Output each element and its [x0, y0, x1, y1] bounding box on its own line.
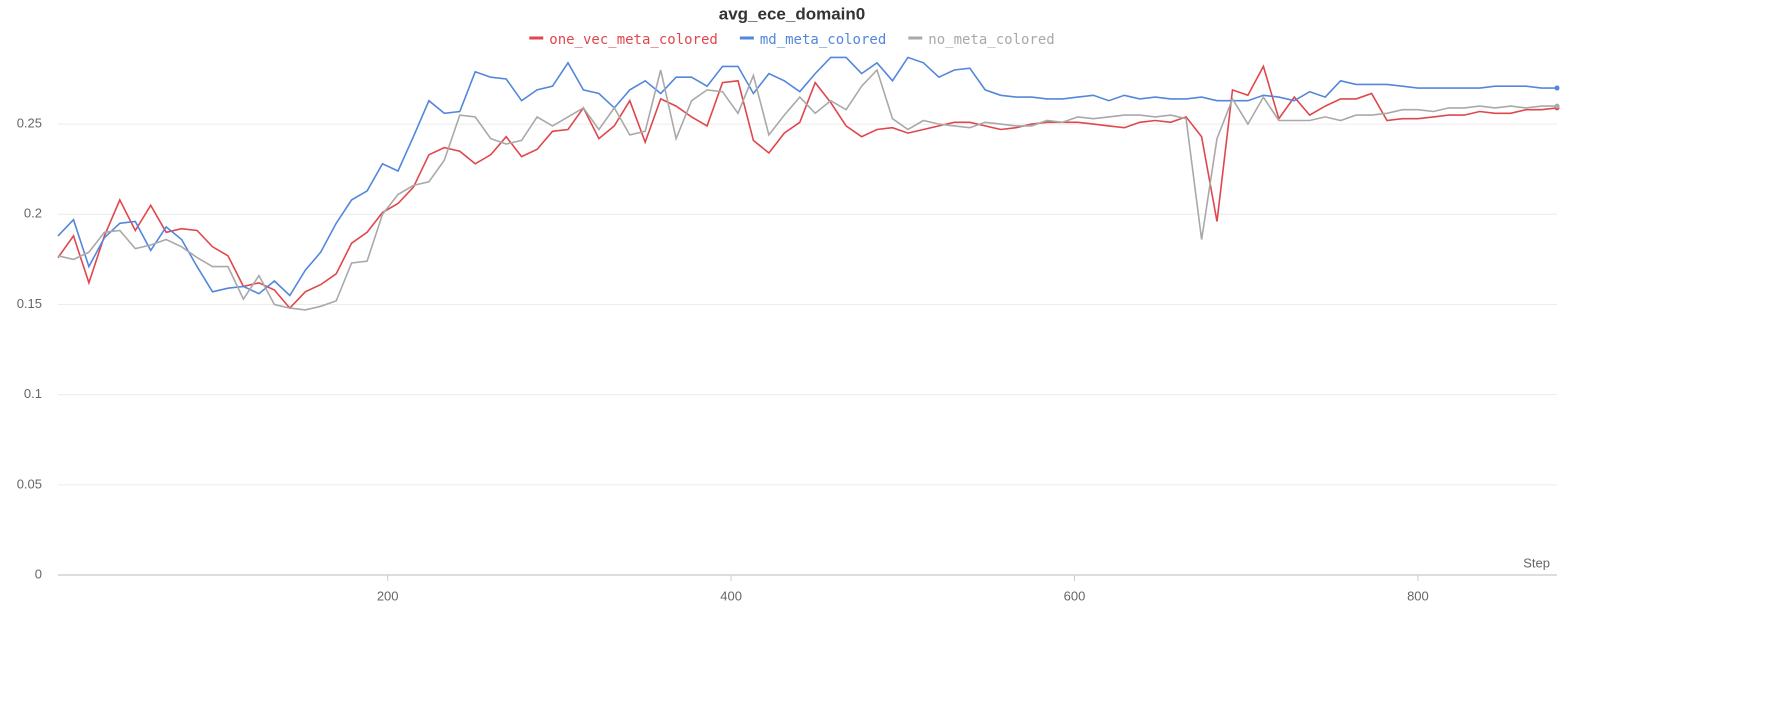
x-tick-label: 400 [720, 588, 742, 603]
x-tick-label: 600 [1064, 588, 1086, 603]
y-tick-label: 0.15 [17, 296, 42, 311]
x-tick-label: 800 [1407, 588, 1429, 603]
line [57, 68, 1557, 311]
chart-title: avg_ece_domain0 [719, 4, 865, 23]
legend-label: no_meta_colored [928, 32, 1054, 48]
y-tick-label: 0.25 [17, 116, 42, 131]
x-axis-label: Step [1523, 555, 1550, 570]
y-tick-label: 0 [35, 566, 42, 581]
line [57, 56, 1557, 297]
line [57, 64, 1558, 310]
end-point [1554, 103, 1560, 109]
legend-label: one_vec_meta_colored [549, 32, 718, 48]
y-tick-label: 0.05 [17, 476, 42, 491]
y-tick-label: 0.2 [24, 206, 42, 221]
end-point [1554, 85, 1560, 91]
x-tick-label: 200 [377, 588, 399, 603]
y-tick-label: 0.1 [24, 386, 42, 401]
legend-label: md_meta_colored [760, 32, 886, 48]
